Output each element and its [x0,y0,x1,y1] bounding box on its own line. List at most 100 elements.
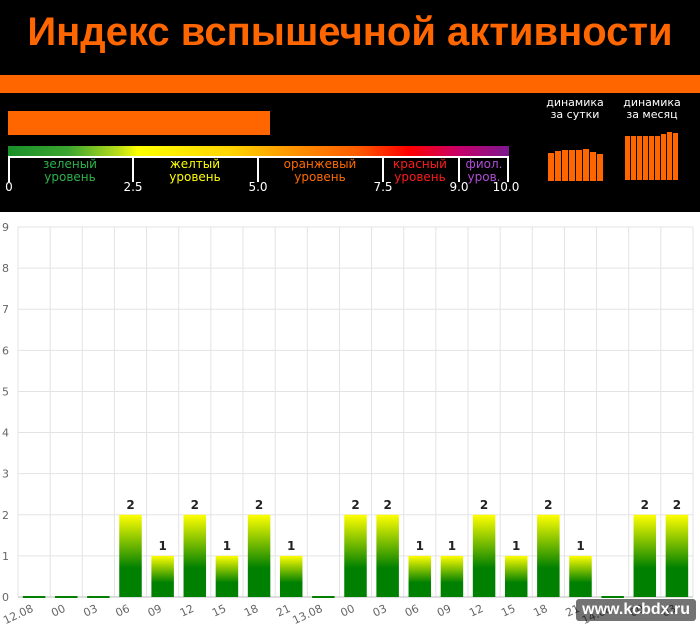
x-tick-label: 18 [531,602,549,620]
bar [54,596,78,598]
scale-gradient [8,146,509,156]
y-tick-label: 8 [2,262,9,275]
month-dynamics-bar [655,136,660,180]
bar [183,514,207,597]
bar [472,514,496,597]
scale-tick-label: 5.0 [248,180,268,194]
x-tick-label: 18 [242,602,260,620]
month-dynamics-bar [625,136,630,180]
bar [665,514,689,597]
x-tick-label: 15 [210,602,228,620]
scale-tick-label: 9.0 [449,180,469,194]
bar [601,596,624,598]
bar [151,555,174,597]
day-dynamics-bar [555,151,561,181]
day-dynamics-bar [562,150,568,181]
scale-tick-label: 10.0 [492,180,520,194]
bar [408,555,432,597]
scale-tick [507,156,509,182]
x-tick-label: 03 [371,602,389,620]
x-tick-label: 09 [435,602,453,620]
x-tick-label: 00 [49,602,67,620]
level-purple-label: фиол. уров. [465,157,503,184]
scale-tick [132,156,134,182]
y-tick-label: 9 [2,221,9,234]
bar-value-label: 1 [416,539,424,553]
day-dynamics-bar [569,150,575,181]
month-dynamics-bar [643,136,648,180]
bar [440,555,464,597]
bar-value-label: 2 [480,498,488,512]
scale-tick-label: 7.5 [373,180,393,194]
bar-value-label: 2 [544,498,552,512]
bar-value-label: 2 [673,498,681,512]
y-tick-label: 7 [2,303,9,316]
header-divider [0,75,700,93]
bar [87,596,110,598]
bar [215,555,239,597]
month-dynamics-bar [649,136,654,180]
x-tick-label: 06 [403,602,421,620]
bar-value-label: 2 [641,498,649,512]
day-dynamics-bar [590,152,596,181]
bar [569,555,592,597]
bar-value-label: 2 [351,498,359,512]
x-tick-label: 03 [81,602,99,620]
bar-value-label: 1 [223,539,231,553]
bar-value-label: 1 [287,539,295,553]
month-dynamics-bar [631,136,636,180]
bar [344,514,367,597]
bar [537,514,560,597]
bar-value-label: 2 [255,498,263,512]
scale-tick-label: 2.5 [123,180,143,194]
bar-value-label: 2 [191,498,199,512]
current-index-bar [8,111,270,135]
bar-value-label: 1 [448,539,456,553]
scale-tick [458,156,460,182]
x-tick-label: 21 [274,602,292,620]
bar [119,514,142,597]
x-tick-label: 15 [499,602,517,620]
month-dynamics-bar [661,134,666,180]
y-tick-label: 6 [2,344,9,357]
day-dynamics-bar [583,149,589,181]
header-panel: Индекс вспышечной активности 0 2.5 5.0 7… [0,0,700,212]
scale-tick [8,156,10,182]
bar-value-label: 2 [383,498,391,512]
page-title: Индекс вспышечной активности [27,10,673,54]
y-tick-label: 3 [2,468,9,481]
x-tick-label: 09 [146,602,164,620]
level-green-label: зеленый уровень [43,157,97,184]
month-dynamics-label: динамика за месяц [623,96,681,121]
x-tick-label: 06 [114,602,132,620]
day-dynamics-bar [576,150,582,181]
y-tick-label: 5 [2,385,9,398]
bar [376,514,399,597]
day-dynamics-bar [548,153,554,181]
bar-value-label: 1 [512,539,520,553]
x-tick-label: 12 [467,602,485,620]
scale-tick [382,156,384,182]
bar [247,514,271,597]
scale-tick-label: 0 [5,180,13,194]
y-tick-label: 1 [2,550,9,563]
day-dynamics-label: динамика за сутки [546,96,604,121]
x-tick-label: 12 [178,602,196,620]
y-tick-label: 2 [2,509,9,522]
level-red-label: красный уровень [393,157,447,184]
day-dynamics-bar [597,154,603,181]
level-yellow-label: желтый уровень [169,157,221,184]
bar-value-label: 1 [158,539,166,553]
bar [312,596,335,598]
x-tick-label: 12.08 [1,602,35,627]
bar [504,555,528,597]
watermark: www.kcbdx.ru [576,599,696,621]
month-dynamics-bar [673,133,678,180]
bar [22,596,46,598]
bar-value-label: 1 [576,539,584,553]
level-orange-label: оранжевый уровень [283,157,357,184]
month-dynamics-bar [637,136,642,180]
month-dynamics-bar [667,132,672,180]
y-tick-label: 4 [2,427,9,440]
